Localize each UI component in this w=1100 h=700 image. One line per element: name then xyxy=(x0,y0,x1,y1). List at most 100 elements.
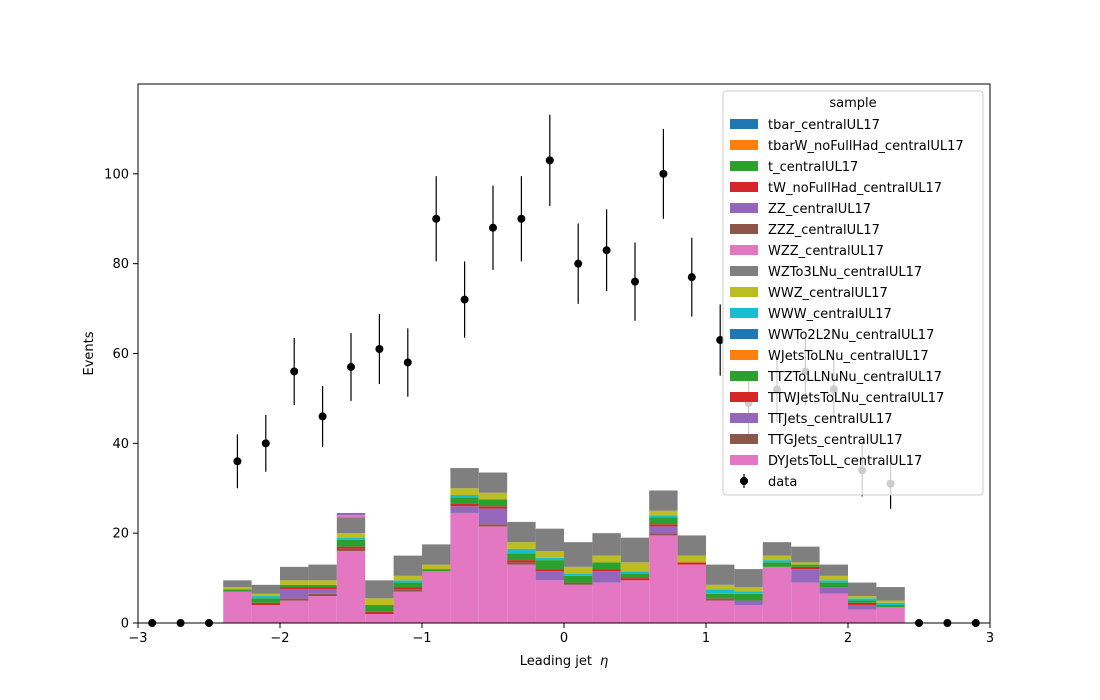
bar-segment xyxy=(393,591,422,623)
bar-segment xyxy=(507,521,536,543)
y-tick-label: 0 xyxy=(121,617,129,632)
legend-entry: WZZ_centralUL17 xyxy=(730,244,884,259)
series-WZTo3LNu_centralUL17 xyxy=(223,468,905,601)
marker xyxy=(233,457,242,466)
bar-segment xyxy=(336,512,366,516)
legend-entry: WWZ_centralUL17 xyxy=(730,286,888,301)
legend-entry-data: data xyxy=(740,474,797,490)
bar-segment xyxy=(450,506,479,513)
bar-segment xyxy=(706,593,735,599)
bar-segment xyxy=(706,589,735,594)
bar-segment xyxy=(251,605,280,623)
bar-segment xyxy=(450,512,479,623)
legend-swatch xyxy=(730,161,758,171)
marker xyxy=(631,277,639,286)
bar-segment xyxy=(535,551,564,558)
x-axis: −3 −2 −1 0 1 2 3 xyxy=(128,623,994,646)
legend-entry: TTGJets_centralUL17 xyxy=(730,433,903,448)
legend-swatch xyxy=(730,119,758,129)
bar-segment xyxy=(280,584,309,588)
bar-segment xyxy=(507,560,536,563)
bar-segment xyxy=(734,587,763,592)
bar-segment xyxy=(848,600,877,603)
bar-segment xyxy=(564,573,593,576)
bar-segment xyxy=(620,578,650,581)
marker xyxy=(290,367,299,376)
bar-segment xyxy=(478,526,508,623)
bar-segment xyxy=(564,584,593,623)
bar-segment xyxy=(762,562,792,567)
bar-segment xyxy=(308,587,337,590)
legend-entry: DYJetsToLL_centralUL17 xyxy=(730,454,922,469)
data-point xyxy=(545,114,554,206)
series-WWZ_centralUL17 xyxy=(223,488,905,606)
bar-segment xyxy=(819,582,848,588)
bar-segment xyxy=(308,589,337,594)
marker xyxy=(403,358,412,367)
bar-segment xyxy=(734,605,763,623)
legend-label: DYJetsToLL_centralUL17 xyxy=(768,454,922,469)
bar-segment xyxy=(251,596,280,599)
bar-segment xyxy=(422,544,451,565)
legend-label: WJetsToLNu_centralUL17 xyxy=(768,349,929,364)
legend-label: tW_noFullHad_centralUL17 xyxy=(768,181,942,196)
bar-segment xyxy=(223,589,252,592)
bar-segment xyxy=(734,591,763,594)
legend-label: tbar_centralUL17 xyxy=(768,118,880,133)
bar-segment xyxy=(280,566,309,581)
bar-segment xyxy=(535,571,564,581)
bar-segment xyxy=(280,589,309,599)
x-axis-label-text: Leading jet xyxy=(520,654,592,669)
bar-segment xyxy=(422,571,451,623)
legend-label: WWZ_centralUL17 xyxy=(768,286,888,301)
bar-segment xyxy=(649,535,678,623)
y-tick-label: 60 xyxy=(112,347,129,362)
bar-segment xyxy=(251,593,280,597)
bar-segment xyxy=(876,602,905,606)
y-tick-label: 40 xyxy=(112,437,129,452)
x-tick-label: 3 xyxy=(986,631,994,646)
data-point xyxy=(489,185,497,270)
bar-segment xyxy=(791,564,820,567)
series-WZZ_centralUL17 xyxy=(336,515,366,518)
bar-segment xyxy=(706,564,735,585)
legend-swatch xyxy=(730,203,758,213)
bar-segment xyxy=(535,569,564,572)
bar-segment xyxy=(507,548,536,554)
marker xyxy=(318,412,327,421)
bar-segment xyxy=(336,548,366,552)
bar-segment xyxy=(734,593,763,601)
series-TTGJets_centralUL17 xyxy=(280,524,735,601)
data-point xyxy=(375,313,384,385)
bar-segment xyxy=(791,546,820,563)
bar-segment xyxy=(876,587,905,601)
x-axis-label: Leading jet η xyxy=(520,654,608,669)
x-axis-label-symbol: η xyxy=(600,654,608,669)
bar-segment xyxy=(592,562,621,570)
marker xyxy=(517,214,526,223)
data-point xyxy=(631,242,639,321)
bar-segment xyxy=(280,598,309,601)
bar-segment xyxy=(365,580,394,599)
bar-segment xyxy=(592,555,621,563)
data-point xyxy=(602,209,611,292)
bar-segment xyxy=(223,587,252,590)
stacked-histogram xyxy=(223,468,905,623)
bar-segment xyxy=(223,591,252,623)
bar-segment xyxy=(308,593,337,597)
bar-segment xyxy=(819,593,848,623)
legend-swatch xyxy=(730,224,758,234)
legend-box xyxy=(722,90,984,496)
bar-segment xyxy=(478,506,508,509)
bar-segment xyxy=(762,555,792,561)
legend-title: sample xyxy=(829,96,876,111)
data-point xyxy=(517,176,526,262)
legend-entry: WWTo2L2Nu_centralUL17 xyxy=(730,328,934,343)
bar-segment xyxy=(876,607,905,623)
legend-entry: tbar_centralUL17 xyxy=(730,118,880,133)
legend-swatch xyxy=(730,287,758,297)
bar-segment xyxy=(762,566,792,623)
bar-segment xyxy=(620,580,650,623)
bar-segment xyxy=(649,510,678,516)
marker xyxy=(261,439,270,448)
